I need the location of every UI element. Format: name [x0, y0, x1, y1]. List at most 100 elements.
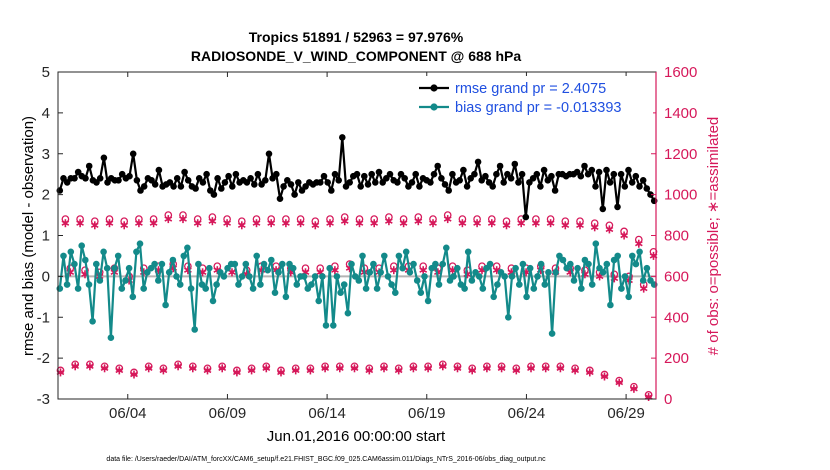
obs-assimilated-center: [93, 223, 97, 228]
rmse-point: [218, 185, 225, 192]
bias-point: [632, 260, 640, 268]
legend-rmse-marker: [430, 84, 438, 92]
obs-assimilated-center: [279, 370, 283, 375]
bias-point: [530, 285, 538, 292]
rmse-point: [291, 191, 298, 198]
bias-point: [289, 264, 297, 272]
rmse-point: [588, 166, 596, 174]
rmse-point: [177, 183, 185, 190]
rmse-point: [460, 166, 467, 174]
bias-point: [592, 240, 600, 247]
bias-point: [381, 252, 388, 260]
obs-assimilated-point: [409, 364, 418, 373]
obs-assimilated-center: [529, 366, 533, 371]
obs-assimilated-point: [291, 366, 300, 375]
bias-point: [519, 260, 527, 268]
rmse-point: [577, 172, 585, 180]
bias-point: [202, 285, 209, 292]
rmse-point: [232, 170, 240, 178]
rmse-point: [427, 179, 434, 186]
obs-assimilated-point: [600, 372, 609, 381]
rmse-point: [262, 177, 269, 184]
bias-point: [271, 289, 279, 297]
rmse-point: [394, 179, 401, 186]
obs-assimilated-point: [458, 219, 467, 228]
obs-assimilated-center: [313, 223, 318, 228]
obs-assimilated-center: [504, 223, 509, 228]
obs-assimilated-point: [512, 366, 521, 375]
obs-assimilated-center: [132, 372, 136, 377]
bias-point: [82, 256, 89, 264]
obs-assimilated-center: [421, 268, 426, 273]
rmse-point: [170, 183, 177, 190]
bias-point: [118, 285, 126, 292]
bias-point: [588, 281, 596, 288]
rmse-point: [375, 168, 383, 176]
obs-assimilated-center: [146, 366, 151, 371]
bias-point: [129, 293, 137, 301]
obs-assimilated-point: [71, 362, 80, 371]
legend-rmse-label: rmse grand pr = 2.4075: [455, 81, 606, 97]
bias-point: [479, 285, 487, 292]
rmse-point: [280, 183, 287, 190]
rmse-point: [471, 170, 478, 178]
bias-point: [636, 248, 643, 256]
bias-point: [169, 256, 177, 264]
y2-tick-label: 1400: [664, 105, 697, 122]
bias-point: [417, 289, 425, 297]
rmse-point: [416, 183, 423, 190]
x-tick-label: 06/09: [209, 405, 247, 422]
rmse-point: [522, 213, 530, 221]
rmse-point: [463, 183, 471, 190]
obs-assimilated-point: [233, 368, 241, 377]
obs-assimilated-center: [426, 366, 430, 371]
bias-point: [359, 252, 366, 260]
bias-point: [220, 273, 228, 280]
legend-box: [413, 76, 653, 116]
obs-assimilated-point: [90, 221, 99, 230]
bias-point: [603, 260, 611, 268]
bias-point: [176, 281, 184, 288]
obs-assimilated-center: [78, 221, 82, 225]
bias-point: [268, 256, 275, 264]
obs-assimilated-center: [151, 221, 156, 225]
y-tick-label: 0: [42, 268, 50, 285]
bias-point: [93, 260, 100, 268]
y-axis-label: rmse and bias (model - observation): [20, 116, 37, 356]
y-tick-label: -2: [37, 350, 50, 367]
obs-assimilated-point: [76, 219, 84, 228]
bias-point: [260, 260, 268, 268]
obs-assimilated-point: [620, 231, 629, 240]
obs-assimilated-point: [571, 366, 579, 375]
obs-assimilated-point: [497, 364, 506, 373]
obs-assimilated-point: [483, 364, 491, 373]
obs-assimilated-point: [487, 219, 496, 228]
obs-assimilated-center: [524, 270, 528, 275]
obs-assimilated-point: [218, 364, 227, 373]
bias-point: [552, 269, 559, 276]
bias-point: [253, 252, 260, 260]
obs-assimilated-center: [372, 221, 377, 225]
rmse-point: [606, 179, 614, 186]
bias-point: [505, 314, 512, 321]
rmse-point: [412, 170, 420, 178]
bias-point: [406, 269, 414, 276]
obs-assimilated-center: [342, 219, 347, 223]
bias-point: [435, 281, 443, 288]
obs-assimilated-center: [445, 217, 450, 221]
bias-point: [300, 273, 308, 280]
bias-point: [103, 264, 111, 272]
bias-point: [151, 260, 158, 268]
rmse-point: [518, 170, 526, 178]
obs-assimilated-point: [100, 364, 109, 373]
obs-assimilated-point: [174, 362, 182, 371]
obs-assimilated-point: [277, 368, 285, 377]
obs-assimilated-point: [546, 219, 555, 228]
rmse-point: [515, 179, 522, 186]
rmse-point: [181, 168, 188, 176]
rmse-point: [346, 179, 354, 186]
obs-assimilated-center: [200, 270, 205, 275]
obs-assimilated-center: [514, 368, 519, 373]
bias-point: [413, 277, 421, 284]
obs-assimilated-center: [646, 395, 651, 399]
